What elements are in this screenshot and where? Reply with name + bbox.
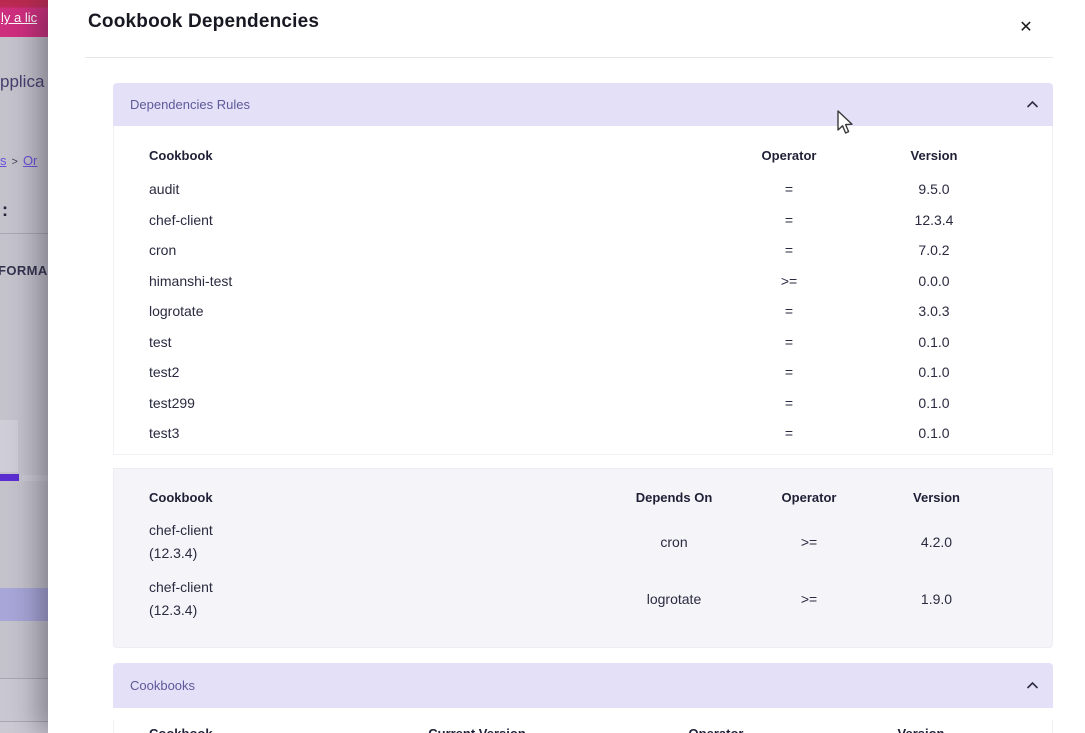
- accordion-cookbooks[interactable]: Cookbooks: [113, 663, 1053, 708]
- divider: [0, 678, 48, 679]
- col-header-operator: Operator: [590, 726, 842, 733]
- cookbook-name: chef-client: [149, 521, 213, 538]
- cell-depends-on: cron: [660, 533, 688, 550]
- col-header-operator: Operator: [761, 147, 817, 163]
- cell-version: 0.1.0: [918, 394, 950, 411]
- cell-cookbook: test2: [149, 364, 180, 381]
- cell-version: 0.1.0: [918, 364, 950, 381]
- table-row: test3 = 0.1.0: [114, 418, 1052, 449]
- background-selected-row: [0, 588, 48, 621]
- rules-table: Cookbook Operator Version audit = 9.5.0 …: [113, 126, 1053, 455]
- app-name-fragment: pplica: [0, 72, 45, 91]
- cell-version: 1.9.0: [920, 590, 953, 607]
- cell-operator: >=: [800, 590, 818, 607]
- table-header-row: Cookbook Current Version Operator Versio…: [114, 726, 1052, 733]
- col-header-operator: Operator: [781, 489, 837, 505]
- cell-operator: >=: [780, 272, 798, 289]
- cell-cookbook: chef-client (12.3.4): [149, 576, 584, 622]
- accordion-label: Dependencies Rules: [130, 97, 250, 112]
- cell-version: 3.0.3: [918, 303, 950, 320]
- title-divider: [85, 57, 1053, 58]
- modal-title: Cookbook Dependencies: [88, 11, 320, 32]
- cell-cookbook: cron: [149, 242, 177, 259]
- close-icon[interactable]: ✕: [1014, 16, 1038, 40]
- cell-version: 4.2.0: [920, 533, 953, 550]
- cell-version: 0.1.0: [918, 425, 950, 442]
- page-title-fragment: :: [2, 200, 8, 220]
- col-header-cookbook: Cookbook: [149, 147, 213, 163]
- cell-version: 9.5.0: [918, 181, 950, 198]
- cell-operator: =: [784, 364, 794, 381]
- cell-cookbook: test299: [149, 394, 195, 411]
- depends-on-table: Cookbook Depends On Operator Version che…: [113, 468, 1053, 648]
- cell-cookbook: chef-client (12.3.4): [149, 519, 584, 565]
- table-row: test2 = 0.1.0: [114, 357, 1052, 388]
- breadcrumb-separator-icon: >: [11, 156, 18, 168]
- table-row: audit = 9.5.0: [114, 174, 1052, 205]
- table-row: himanshi-test >= 0.0.0: [114, 266, 1052, 297]
- cell-cookbook: himanshi-test: [149, 272, 233, 289]
- chevron-up-icon: [1027, 681, 1038, 689]
- progress-bar-track: [22, 475, 48, 481]
- cell-cookbook: logrotate: [149, 303, 204, 320]
- table-row: logrotate = 3.0.3: [114, 296, 1052, 327]
- cookbooks-table: Cookbook Current Version Operator Versio…: [113, 720, 1053, 733]
- info-section-label-fragment: FORMA: [0, 263, 48, 278]
- breadcrumb-link-right[interactable]: Or: [22, 153, 38, 168]
- cookbook-version: (12.3.4): [149, 601, 198, 618]
- cell-version: 0.1.0: [918, 333, 950, 350]
- cell-cookbook: test3: [149, 425, 180, 442]
- table-row: test299 = 0.1.0: [114, 388, 1052, 419]
- col-header-version: Version: [842, 726, 1000, 733]
- progress-bar-fill: [0, 474, 19, 481]
- breadcrumb: s > Or: [0, 153, 37, 168]
- breadcrumb-link-left[interactable]: s: [0, 153, 7, 168]
- table-row: test = 0.1.0: [114, 327, 1052, 358]
- table-header-row: Cookbook Operator Version: [114, 136, 1052, 174]
- col-header-version: Version: [913, 489, 960, 505]
- cell-cookbook: audit: [149, 181, 180, 198]
- cell-cookbook: test: [149, 333, 172, 350]
- cell-depends-on: logrotate: [646, 590, 702, 607]
- table-row: cron = 7.0.2: [114, 235, 1052, 266]
- accordion-dependencies-rules[interactable]: Dependencies Rules: [113, 83, 1053, 126]
- col-header-depends-on: Depends On: [635, 489, 713, 505]
- accordion-label: Cookbooks: [130, 678, 196, 693]
- background-row: [0, 722, 48, 733]
- divider: [0, 233, 48, 234]
- license-banner-link[interactable]: ly a lic: [1, 10, 38, 25]
- cookbook-name: chef-client: [149, 578, 213, 595]
- cell-operator: =: [784, 211, 794, 228]
- cell-operator: =: [784, 242, 794, 259]
- table-header-row: Cookbook Depends On Operator Version: [114, 481, 1052, 513]
- cell-version: 7.0.2: [918, 242, 950, 259]
- cell-version: 12.3.4: [914, 211, 954, 228]
- cell-cookbook: chef-client: [149, 211, 213, 228]
- table-row: chef-client (12.3.4) cron >= 4.2.0: [114, 513, 1052, 570]
- cookbook-version: (12.3.4): [149, 544, 198, 561]
- col-header-cookbook: Cookbook: [149, 726, 364, 733]
- background-row: [0, 679, 48, 721]
- background-page: ly a lic pplica s > Or : FORMA: [0, 0, 48, 733]
- col-header-current-version: Current Version: [364, 726, 590, 733]
- chevron-up-icon: [1027, 100, 1038, 108]
- cell-operator: =: [784, 333, 794, 350]
- cell-operator: =: [784, 394, 794, 411]
- background-card: [0, 420, 18, 472]
- col-header-version: Version: [910, 147, 958, 163]
- cell-operator: =: [784, 425, 794, 442]
- table-row: chef-client (12.3.4) logrotate >= 1.9.0: [114, 570, 1052, 627]
- cell-version: 0.0.0: [918, 272, 950, 289]
- license-banner: ly a lic: [0, 0, 48, 37]
- col-header-cookbook: Cookbook: [149, 489, 213, 505]
- cell-operator: =: [784, 181, 794, 198]
- cookbook-dependencies-modal: Cookbook Dependencies ✕ Dependencies Rul…: [48, 0, 1085, 733]
- divider: [0, 721, 48, 722]
- cell-operator: >=: [800, 533, 818, 550]
- cell-operator: =: [784, 303, 794, 320]
- table-row: chef-client = 12.3.4: [114, 205, 1052, 236]
